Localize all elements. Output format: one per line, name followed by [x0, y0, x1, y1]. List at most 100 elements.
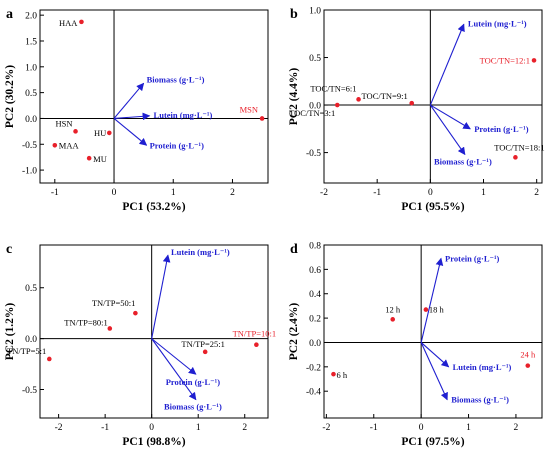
- score-point: [73, 129, 78, 134]
- score-point: [531, 58, 537, 63]
- y-tick-label: 0.8: [309, 242, 321, 252]
- score-point: [409, 100, 415, 106]
- y-tick-label: -0.5: [22, 141, 37, 151]
- panel-letter: a: [6, 7, 13, 22]
- plot-frame: [39, 244, 269, 419]
- score-point-label: MAA: [59, 140, 80, 150]
- loading-vector: [420, 342, 448, 401]
- loading-vector: [420, 257, 444, 343]
- score-point: [202, 349, 208, 355]
- loading-vector: [429, 104, 466, 156]
- x-tick-label: 2: [242, 423, 247, 433]
- score-point-label: TOC/TN=3:1: [289, 108, 335, 118]
- y-tick-label: 2.0: [25, 12, 37, 22]
- loading-vector-label: Protein (g·L⁻¹): [150, 140, 204, 150]
- score-point: [133, 310, 138, 316]
- y-tick-label: 0.0: [25, 115, 37, 125]
- score-point-label: TN/TP=50:1: [92, 298, 136, 308]
- x-tick-label: -1: [101, 423, 109, 433]
- loading-vector: [113, 82, 145, 119]
- panel-d: -2 -1 0 1 2 -0.4 -0.2 0.0 0.2 0.4 0.6 0.8 PC1 (97.5%…: [288, 242, 543, 448]
- x-tick-label: 1: [481, 188, 486, 198]
- score-point-label: MU: [93, 154, 107, 164]
- score-point: [86, 155, 92, 161]
- panel-letter: b: [290, 7, 298, 22]
- x-tick-label: -2: [55, 423, 63, 433]
- score-point-label: TOC/TN=9:1: [362, 91, 408, 101]
- score-point-label: 18 h: [429, 305, 445, 315]
- score-point-label: TN/TP=80:1: [64, 317, 108, 327]
- loading-vector-label: Protein (g·L⁻¹): [166, 377, 220, 387]
- panel-b: -2 -1 0 1 2 -0.5 0.0 0.5 1.0 PC1 (95.5%) PC2 (4.4%…: [288, 7, 545, 214]
- score-point: [107, 326, 113, 331]
- y-tick-label: 0.0: [25, 335, 37, 345]
- score-point: [423, 307, 429, 312]
- score-point-label: HAA: [59, 18, 78, 28]
- x-tick-label: 0: [112, 188, 117, 198]
- panel-c: -2 -1 0 1 2 -0.5 0.0 0.5 PC1 (98.8%) PC2 (1.2%) c L…: [4, 242, 276, 448]
- x-tick-label: -2: [320, 188, 328, 198]
- y-axis-title: PC2 (2.4%): [288, 303, 300, 361]
- y-tick-label: -0.5: [22, 386, 37, 396]
- plot-frame: [39, 9, 269, 184]
- x-tick-label: 1: [466, 423, 471, 433]
- x-tick-label: -1: [373, 188, 381, 198]
- y-tick-label: -0.4: [306, 388, 321, 398]
- score-point: [259, 116, 265, 121]
- x-tick-label: 0: [419, 423, 424, 433]
- x-tick-label: 2: [514, 423, 519, 433]
- y-tick-label: 1.0: [25, 63, 37, 73]
- score-point: [106, 130, 112, 136]
- score-point: [79, 19, 84, 25]
- y-tick-label: 0.5: [25, 284, 37, 294]
- score-point: [525, 363, 531, 368]
- score-point-label: HSN: [56, 118, 73, 128]
- x-tick-label: 0: [149, 423, 154, 433]
- panel-letter: d: [290, 242, 298, 257]
- score-point-label: 6 h: [336, 370, 347, 380]
- y-tick-label: -0.2: [306, 363, 321, 373]
- loading-vector-label: Lutein (mg·L⁻¹): [154, 110, 213, 120]
- score-point: [513, 155, 518, 160]
- score-point-label: TN/TP=25:1: [181, 339, 225, 349]
- loading-vector-label: Lutein (mg·L⁻¹): [468, 18, 527, 28]
- score-point-label: TN/TP=5:1: [7, 346, 46, 356]
- score-point: [356, 97, 361, 102]
- y-tick-label: -0.5: [306, 149, 321, 159]
- score-point: [331, 371, 336, 377]
- x-axis-title: PC1 (95.5%): [401, 201, 464, 213]
- loading-vector: [113, 112, 151, 121]
- y-tick-label: -1.0: [22, 167, 37, 177]
- y-tick-label: 0.5: [25, 89, 37, 99]
- x-tick-label: 2: [230, 188, 235, 198]
- y-tick-label: 1.0: [309, 7, 321, 17]
- score-point: [334, 102, 340, 108]
- x-tick-label: 2: [534, 188, 539, 198]
- loading-vector-label: Lutein (mg·L⁻¹): [171, 247, 230, 257]
- loading-vector-label: Protein (g·L⁻¹): [445, 253, 499, 263]
- x-axis-title: PC1 (98.8%): [122, 436, 185, 448]
- score-point-label: MSN: [240, 104, 258, 114]
- score-point-label: TOC/TN=12:1: [480, 55, 530, 65]
- x-tick-label: 0: [428, 188, 433, 198]
- panel-a: -1 0 1 2 -1.0 -0.5 0.0 0.5 1.0 1.5 2.0 PC1 (53.2%) P…: [4, 7, 269, 213]
- x-tick-label: -1: [51, 188, 59, 198]
- loading-vector-label: Protein (g·L⁻¹): [474, 124, 528, 134]
- x-tick-label: 1: [196, 423, 201, 433]
- plot-frame: [323, 9, 543, 184]
- y-axis-title: PC2 (1.2%): [4, 303, 16, 361]
- loading-vector: [151, 338, 197, 401]
- loading-vector-label: Biomass (g·L⁻¹): [451, 395, 509, 405]
- x-axis-title: PC1 (97.5%): [401, 436, 464, 448]
- x-tick-label: -2: [322, 423, 330, 433]
- x-tick-label: -1: [370, 423, 378, 433]
- score-point: [52, 143, 58, 148]
- loading-vector-label: Lutein (mg·L⁻¹): [453, 362, 512, 372]
- loading-vector: [113, 118, 148, 146]
- y-tick-label: 0.0: [309, 339, 321, 349]
- loading-vector: [151, 338, 197, 375]
- loading-vector: [420, 342, 450, 368]
- score-point-label: TOC/TN=18:1: [494, 142, 544, 152]
- score-point-label: TN/TP=10:1: [233, 329, 277, 339]
